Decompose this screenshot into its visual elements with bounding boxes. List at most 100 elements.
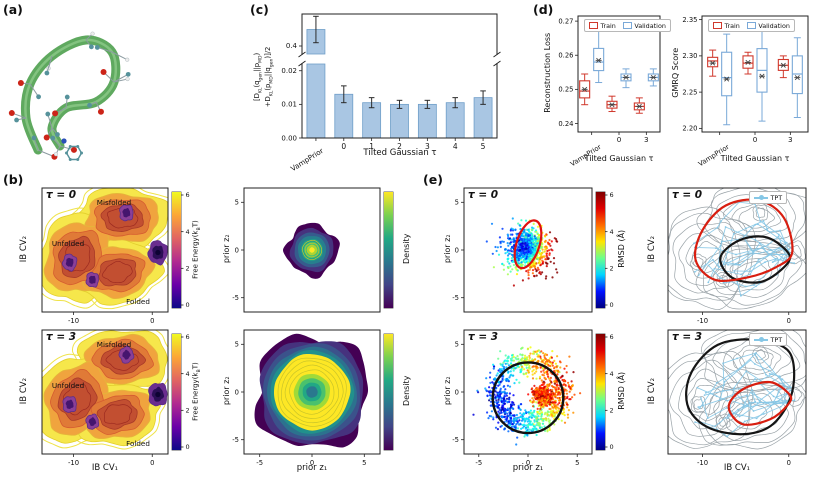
fes-tau3-xlabel: IB CV₁	[91, 463, 119, 473]
svg-text:0.27: 0.27	[558, 17, 573, 25]
gmrq-legend-train-label: Train	[724, 21, 740, 30]
svg-text:VampPrior: VampPrior	[289, 146, 325, 173]
svg-text:0: 0	[455, 246, 459, 254]
svg-text:0: 0	[610, 443, 614, 451]
svg-text:5: 5	[455, 341, 459, 349]
svg-text:0: 0	[455, 388, 459, 396]
tpt-tau3-ylabel: IB CV₂	[646, 378, 657, 405]
gmrq-legend-train: Train	[713, 22, 740, 30]
validation-swatch	[622, 22, 632, 29]
tpt-tau3-legend: TPT	[749, 333, 788, 346]
prior-density-peak	[282, 222, 340, 279]
density-tau3-xlabel: prior z₁	[296, 463, 328, 473]
svg-text:0.00: 0.00	[281, 134, 297, 142]
svg-text:0: 0	[753, 135, 758, 144]
colorbar-free-energy-tau0	[172, 192, 181, 308]
tpt-line-icon	[754, 336, 768, 342]
recon-legend-train-label: Train	[600, 21, 616, 30]
gmrq-box-train	[707, 49, 789, 79]
svg-text:0.4: 0.4	[286, 42, 298, 50]
svg-text:2.20: 2.20	[682, 125, 697, 133]
svg-text:0: 0	[150, 317, 154, 325]
tpt-tau0-legend: TPT	[749, 191, 788, 204]
panel-label-a: (a)	[3, 2, 23, 17]
free-energy-cb-label-tau3: Free Energy(kBT)	[191, 362, 202, 421]
tpt-tau0-ylabel: IB CV₂	[646, 236, 657, 263]
recon-legend-validation: Validation	[622, 21, 666, 30]
svg-text:4: 4	[186, 370, 190, 378]
latent-rmsd-tau0	[485, 217, 559, 287]
scatter-tau0-label: τ = 0	[468, 189, 499, 201]
fes-tau0-label: τ = 0	[46, 189, 77, 201]
kl-ylabel-line1: [DKL(qgen||pMD)	[253, 52, 264, 102]
svg-text:0: 0	[186, 301, 190, 309]
reconstruction-loss-box-train	[579, 73, 645, 114]
recon-xlabel: Tilted Gaussian τ	[584, 154, 654, 163]
svg-text:0: 0	[150, 459, 154, 467]
validation-swatch	[746, 22, 756, 29]
svg-text:1: 1	[369, 142, 374, 151]
density-tau0-ylabel: prior z₂	[222, 234, 232, 264]
fes-tau3-ylabel: IB CV₂	[18, 378, 29, 405]
recon-legend-validation-label: Validation	[634, 21, 666, 30]
svg-text:0.26: 0.26	[558, 52, 573, 60]
svg-text:-5: -5	[232, 436, 239, 444]
svg-text:-5: -5	[256, 459, 263, 467]
panel-label-d: (d)	[533, 2, 554, 17]
fes-tau3-label: τ = 3	[46, 331, 77, 343]
svg-text:0.25: 0.25	[558, 86, 573, 94]
svg-text:2: 2	[186, 407, 190, 415]
svg-text:-5: -5	[452, 294, 459, 302]
tpt-tau3-label: τ = 3	[672, 331, 703, 343]
gmrq-xlabel: Tilted Gaussian τ	[720, 154, 790, 163]
scatter-tau0-ylabel: prior z₂	[443, 234, 453, 264]
svg-text:0: 0	[787, 317, 791, 325]
train-swatch	[713, 22, 722, 29]
gmrq-legend-validation-label: Validation	[758, 21, 790, 30]
svg-text:3: 3	[425, 142, 430, 151]
svg-text:-10: -10	[68, 317, 79, 325]
annotation-unfolded-tau0: Unfolded	[51, 239, 85, 248]
colorbar-free-energy-tau3	[172, 334, 181, 450]
svg-text:-10: -10	[697, 459, 708, 467]
svg-text:4: 4	[610, 370, 614, 378]
kl-ylabel-line2: +DKL(pMD||qgen)]/2	[264, 46, 275, 108]
gmrq-legend: Train Validation	[708, 19, 795, 32]
tpt-dot-icon	[758, 336, 764, 342]
svg-text:4: 4	[186, 228, 190, 236]
train-swatch	[589, 22, 598, 29]
svg-text:4: 4	[453, 142, 458, 151]
rmsd-cb-label-tau0: RMSD (Å)	[617, 229, 627, 268]
svg-text:2: 2	[610, 265, 614, 273]
tpt-tau0	[693, 198, 795, 297]
tpt-legend-item: TPT	[754, 194, 782, 202]
reconstruction-loss-box-validation	[593, 27, 659, 89]
svg-text:0: 0	[610, 301, 614, 309]
svg-text:0: 0	[617, 135, 622, 144]
annotation-unfolded-tau3: Unfolded	[51, 381, 85, 390]
panel-label-e: (e)	[423, 172, 443, 187]
colorbar-density-tau0	[384, 192, 393, 308]
svg-text:5: 5	[235, 199, 239, 207]
scatter-tau3-xlabel: prior z₁	[512, 463, 544, 473]
recon-legend: Train Validation	[584, 19, 671, 32]
svg-text:5: 5	[575, 459, 579, 467]
svg-text:0: 0	[235, 246, 239, 254]
svg-text:3: 3	[644, 135, 649, 144]
svg-text:-5: -5	[475, 459, 482, 467]
svg-text:5: 5	[455, 199, 459, 207]
annotation-misfolded-tau0: Misfolded	[96, 198, 132, 207]
scatter-tau3-ylabel: prior z₂	[443, 376, 453, 406]
recon-legend-train: Train	[589, 22, 616, 30]
tpt-tau3-legend-label: TPT	[770, 335, 783, 344]
colorbar-rmsd-tau3	[596, 334, 605, 450]
tpt-dot-icon	[758, 194, 764, 200]
molecule-render	[8, 31, 131, 161]
panel-label-b: (b)	[3, 172, 24, 187]
density-tau3-ylabel: prior z₂	[222, 376, 232, 406]
scatter-tau3-label: τ = 3	[468, 331, 499, 343]
free-energy-landscape	[42, 330, 168, 450]
svg-text:6: 6	[186, 333, 190, 341]
